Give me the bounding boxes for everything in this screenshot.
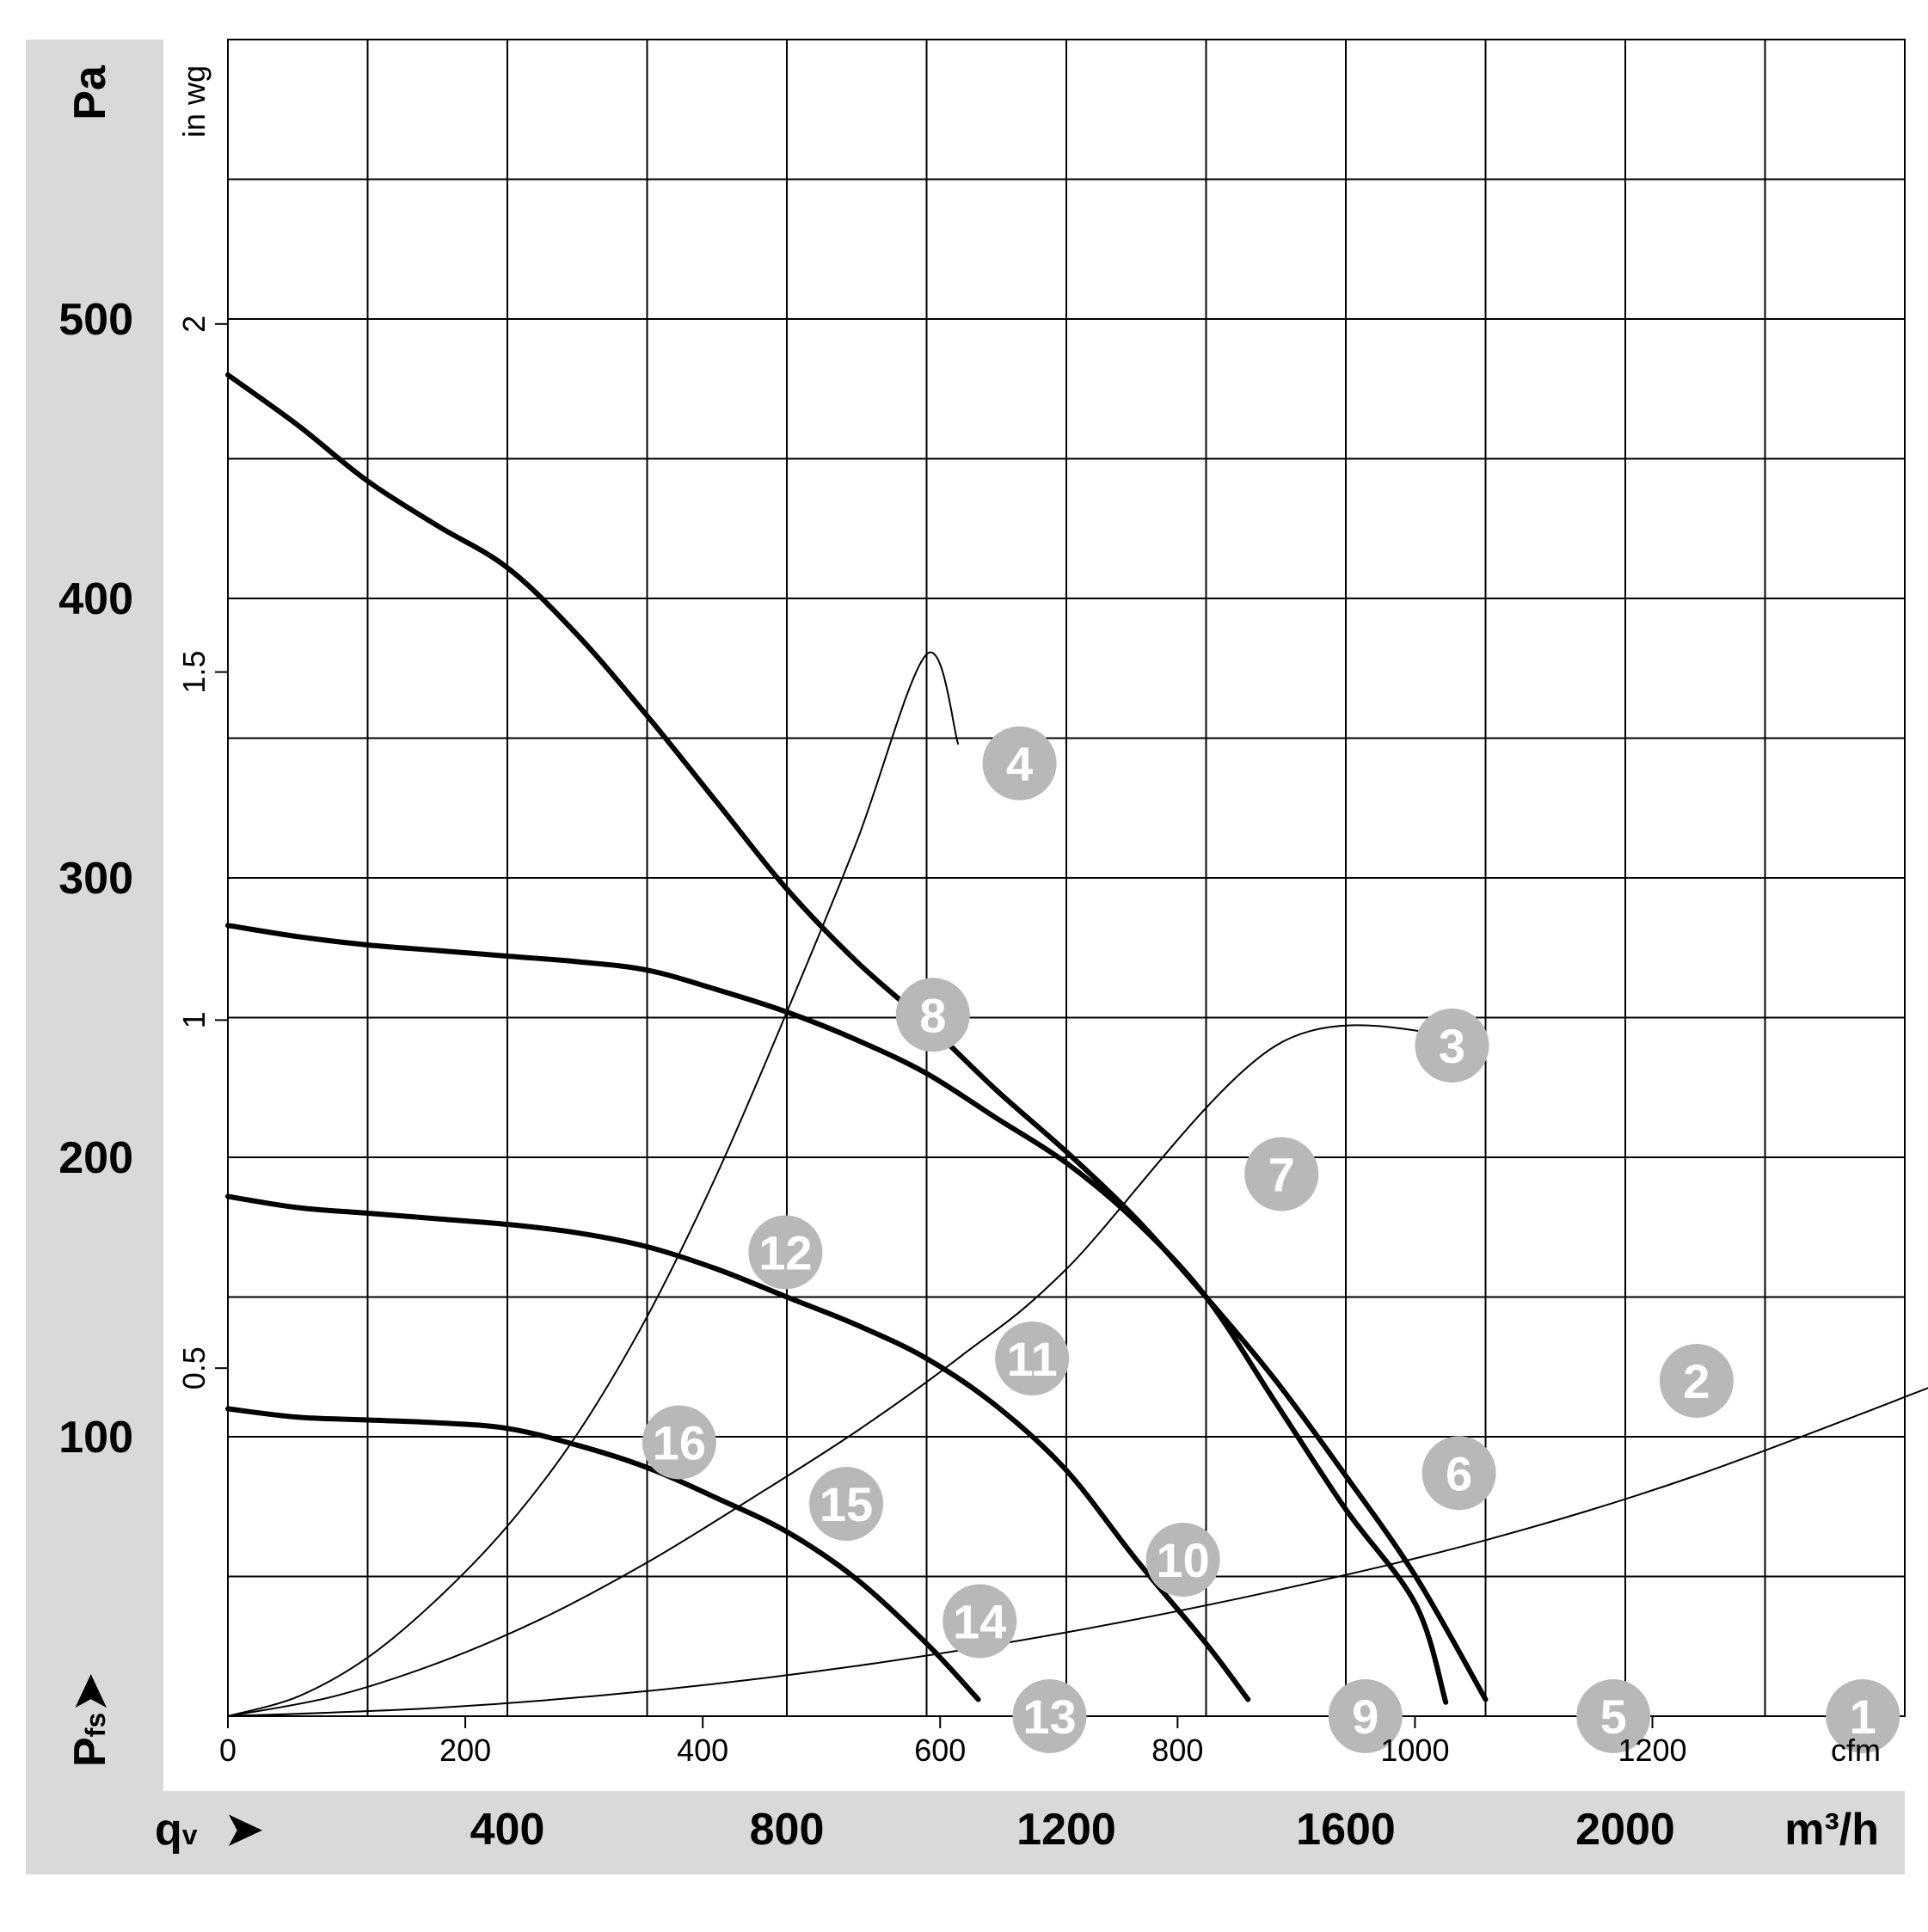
inwg-tick-label: 0.5 (176, 1346, 212, 1389)
marker-7: 7 (1244, 1137, 1319, 1211)
m3h-tick-label: 2000 (1575, 1805, 1675, 1855)
marker-10: 10 (1145, 1523, 1220, 1597)
marker-label: 13 (1022, 1690, 1076, 1744)
marker-12: 12 (748, 1215, 823, 1290)
pa-tick-label: 400 (58, 574, 133, 624)
marker-circle (895, 978, 970, 1052)
marker-label: 15 (820, 1477, 873, 1531)
m3h-unit-label: m³/h (1784, 1805, 1879, 1855)
svg-text:Pfs: Pfs (65, 1713, 115, 1767)
marker-label: 6 (1446, 1446, 1472, 1500)
pa-unit-label: Pa (65, 64, 115, 120)
marker-14: 14 (943, 1584, 1017, 1659)
m3h-tick-label: 800 (750, 1805, 825, 1855)
series-line-2 (225, 923, 1449, 1705)
marker-circle (1328, 1679, 1403, 1753)
cfm-tick-label: 400 (677, 1733, 728, 1768)
marker-circle (1415, 1009, 1489, 1083)
m3h-tick-label: 1200 (1016, 1805, 1116, 1855)
series-line-7 (227, 651, 960, 1717)
marker-9: 9 (1328, 1679, 1403, 1753)
inwg-tick-label: 1 (176, 1011, 212, 1028)
marker-circle (642, 1405, 716, 1480)
marker-3: 3 (1415, 1009, 1489, 1083)
marker-6: 6 (1421, 1436, 1496, 1511)
m3h-tick-label: 1600 (1296, 1805, 1396, 1855)
marker-circle (1659, 1344, 1734, 1418)
marker-label: 1 (1850, 1690, 1876, 1744)
marker-2: 2 (1659, 1344, 1734, 1418)
marker-label: 14 (953, 1595, 1006, 1649)
marker-circle (982, 726, 1057, 800)
series-line-4 (225, 1406, 981, 1702)
marker-label: 2 (1683, 1354, 1710, 1408)
marker-label: 3 (1439, 1019, 1465, 1073)
pa-tick-label: 500 (58, 295, 133, 345)
marker-circle (1576, 1679, 1651, 1753)
marker-circle (809, 1467, 884, 1541)
tick-labels: 100 200 300 400 500 0.5 1 1.5 2 0 200 400 600 800 1000… (58, 295, 1686, 1855)
bottom-axis-band (26, 1791, 1905, 1874)
inwg-tick-label: 2 (176, 316, 212, 333)
marker-4: 4 (982, 726, 1057, 800)
marker-16: 16 (642, 1405, 716, 1480)
qv-symbol: q (155, 1805, 182, 1855)
marker-label: 4 (1006, 737, 1033, 791)
marker-circle (1826, 1679, 1900, 1753)
cfm-tick-label: 200 (439, 1733, 491, 1768)
pa-tick-label: 300 (58, 854, 133, 904)
pa-tick-label: 100 (58, 1413, 133, 1463)
marker-label: 12 (758, 1226, 812, 1280)
series-line-5 (227, 1387, 1928, 1717)
marker-circle (748, 1215, 823, 1290)
marker-label: 9 (1352, 1690, 1378, 1744)
marker-circle (1012, 1679, 1087, 1753)
marker-15: 15 (809, 1467, 884, 1541)
inwg-unit-label: in wg (176, 65, 212, 138)
left-axis-band (26, 40, 163, 1791)
qv-axis-arrow: ➤ (225, 1805, 263, 1855)
series-line-6 (227, 1024, 1453, 1717)
pfs-symbol: P (65, 1737, 115, 1767)
pa-tick-label: 200 (58, 1133, 133, 1183)
qv-axis-symbol: qv (155, 1805, 198, 1855)
cfm-tick-label: 800 (1151, 1733, 1203, 1768)
m3h-tick-label: 400 (470, 1805, 545, 1855)
marker-circle (943, 1584, 1017, 1659)
inwg-tick-label: 1.5 (176, 651, 212, 694)
marker-label: 11 (1007, 1332, 1058, 1386)
cfm-tick-label: 600 (914, 1733, 966, 1768)
marker-13: 13 (1012, 1679, 1087, 1753)
pfs-subscript: fs (80, 1713, 111, 1737)
series-line-3 (225, 1193, 1251, 1702)
series-line-1 (225, 372, 1489, 1702)
marker-circle (995, 1322, 1070, 1395)
qv-subscript: v (182, 1819, 198, 1850)
marker-label: 16 (653, 1416, 706, 1470)
cfm-unit-label: cfm (1831, 1733, 1881, 1768)
marker-circle (1145, 1523, 1220, 1597)
curves (225, 372, 1928, 1717)
pfs-axis-arrow: ➤ (65, 1673, 115, 1711)
marker-11: 11 (995, 1322, 1070, 1395)
marker-circle (1421, 1436, 1496, 1511)
marker-label: 10 (1157, 1533, 1210, 1587)
marker-label: 8 (919, 988, 946, 1042)
cfm-tick-label: 0 (219, 1733, 236, 1768)
pfs-axis-symbol: Pfs (65, 1713, 115, 1767)
marker-label: 7 (1268, 1148, 1295, 1202)
marker-5: 5 (1576, 1679, 1651, 1753)
cfm-tick-label: 1000 (1380, 1733, 1449, 1768)
marker-circle (1244, 1137, 1319, 1211)
marker-8: 8 (895, 978, 970, 1052)
marker-1: 1 (1826, 1679, 1900, 1753)
marker-label: 5 (1600, 1690, 1627, 1744)
cfm-tick-label: 1200 (1618, 1733, 1686, 1768)
